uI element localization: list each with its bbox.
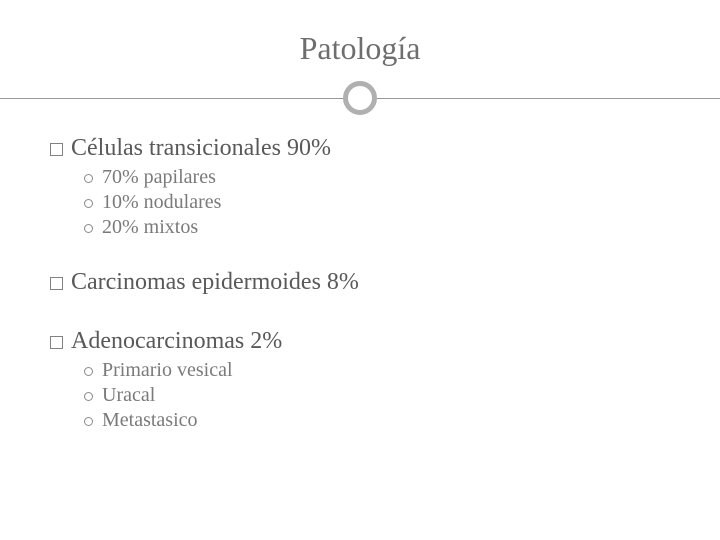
list-subitem-label: Metastasico — [102, 409, 198, 432]
slide-title: Patología — [50, 30, 670, 67]
content-area: Células transicionales 90% 70% papilares… — [50, 135, 670, 432]
list-item-label: Adenocarcinomas 2% — [71, 328, 282, 355]
list-subitem: Primario vesical — [84, 359, 670, 382]
list-subitem-label: Uracal — [102, 384, 155, 407]
circle-bullet-icon — [84, 417, 93, 426]
list-item: Carcinomas epidermoides 8% — [50, 269, 670, 296]
list-subitem-label: 20% mixtos — [102, 216, 198, 239]
square-bullet-icon — [50, 336, 63, 349]
list-subitem: 20% mixtos — [84, 216, 670, 239]
slide: Patología Células transicionales 90% 70%… — [0, 0, 720, 540]
list-item-label: Carcinomas epidermoides 8% — [71, 269, 359, 296]
list-subitem-label: 10% nodulares — [102, 191, 221, 214]
list-item: Células transicionales 90% — [50, 135, 670, 162]
circle-bullet-icon — [84, 174, 93, 183]
spacer — [50, 300, 670, 322]
circle-bullet-icon — [84, 224, 93, 233]
list-subitem: 10% nodulares — [84, 191, 670, 214]
circle-bullet-icon — [84, 199, 93, 208]
circle-bullet-icon — [84, 367, 93, 376]
list-subitem-label: Primario vesical — [102, 359, 233, 382]
divider-ring-icon — [343, 81, 377, 115]
list-subitem: 70% papilares — [84, 166, 670, 189]
square-bullet-icon — [50, 277, 63, 290]
title-divider — [50, 81, 670, 117]
circle-bullet-icon — [84, 392, 93, 401]
list-item: Adenocarcinomas 2% — [50, 328, 670, 355]
square-bullet-icon — [50, 143, 63, 156]
list-item-label: Células transicionales 90% — [71, 135, 331, 162]
list-subitem: Metastasico — [84, 409, 670, 432]
list-subitem-label: 70% papilares — [102, 166, 216, 189]
list-subitem: Uracal — [84, 384, 670, 407]
spacer — [50, 241, 670, 263]
